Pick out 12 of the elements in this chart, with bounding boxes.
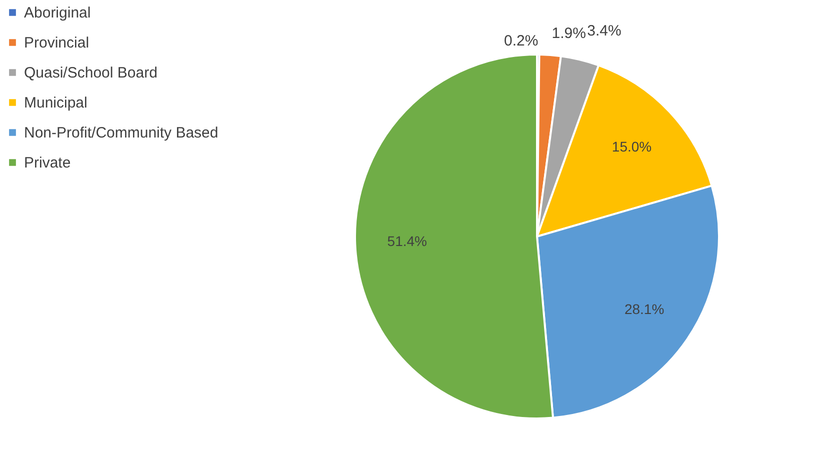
data-label: 51.4% [387,233,427,250]
data-label: 15.0% [612,138,652,155]
data-label: 1.9% [552,25,586,42]
legend-label: Municipal [24,94,88,112]
legend-label: Aboriginal [24,4,91,22]
legend-label: Provincial [24,34,90,52]
legend-label: Private [24,154,71,172]
legend-label: Non-Profit/Community Based [24,124,218,142]
data-label: 0.2% [504,32,538,50]
data-label: 28.1% [624,300,664,317]
data-label: 3.4% [587,22,622,40]
legend-label: Quasi/School Board [24,64,158,82]
